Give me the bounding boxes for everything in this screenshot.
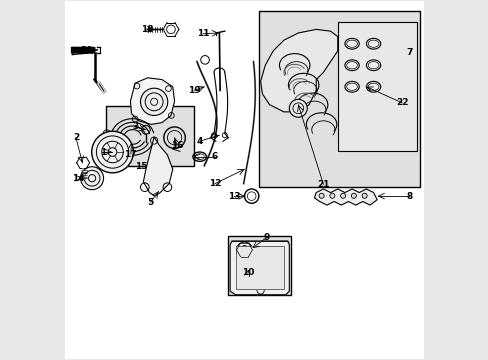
Text: 16: 16 <box>170 141 183 150</box>
Text: 14: 14 <box>72 174 85 183</box>
Text: 22: 22 <box>395 98 407 107</box>
Text: 18: 18 <box>141 25 154 34</box>
Text: 19: 19 <box>187 86 200 95</box>
Text: 15: 15 <box>135 162 147 171</box>
Text: 11: 11 <box>197 29 209 38</box>
Bar <box>228 235 290 295</box>
Bar <box>258 12 419 187</box>
Text: 2: 2 <box>73 133 79 142</box>
Ellipse shape <box>344 39 359 49</box>
Circle shape <box>329 193 334 198</box>
Circle shape <box>289 99 306 117</box>
Circle shape <box>351 193 356 198</box>
Ellipse shape <box>366 60 380 71</box>
Circle shape <box>92 131 133 173</box>
Circle shape <box>140 88 167 116</box>
Polygon shape <box>130 78 174 125</box>
Ellipse shape <box>366 39 380 49</box>
Text: 13: 13 <box>228 192 240 201</box>
Text: 3: 3 <box>132 122 138 131</box>
Text: 6: 6 <box>211 152 218 161</box>
Polygon shape <box>314 189 376 205</box>
Ellipse shape <box>366 81 380 92</box>
Circle shape <box>340 193 345 198</box>
Text: 17: 17 <box>124 150 137 159</box>
Text: 12: 12 <box>208 179 221 188</box>
Bar <box>235 246 284 289</box>
Text: 7: 7 <box>406 48 412 57</box>
Polygon shape <box>230 241 289 295</box>
Polygon shape <box>143 137 172 196</box>
Ellipse shape <box>344 60 359 71</box>
Text: 8: 8 <box>406 192 412 201</box>
Text: 21: 21 <box>317 180 329 189</box>
Text: 20: 20 <box>81 46 93 55</box>
Bar <box>106 107 194 166</box>
Text: 10: 10 <box>242 268 254 277</box>
Circle shape <box>236 242 252 258</box>
Bar <box>337 22 416 151</box>
Circle shape <box>362 193 366 198</box>
Text: 9: 9 <box>263 233 269 242</box>
Ellipse shape <box>344 81 359 92</box>
Circle shape <box>319 193 324 198</box>
Polygon shape <box>260 30 337 112</box>
Text: 1: 1 <box>100 148 106 157</box>
Text: 5: 5 <box>147 198 153 207</box>
Circle shape <box>81 167 103 190</box>
Text: 4: 4 <box>196 137 203 146</box>
